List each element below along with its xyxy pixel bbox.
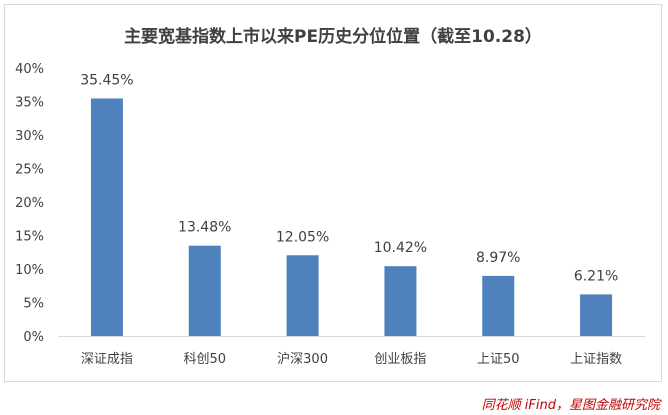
- category-label: 科创50: [183, 352, 226, 367]
- category-label: 深证成指: [81, 352, 133, 367]
- y-tick-label: 15%: [15, 230, 44, 245]
- bar-chart: 0% 5% 10% 15% 20% 25% 30% 35% 40% 35.45% 深证成指 13.48…: [15, 62, 645, 367]
- data-label: 8.97%: [476, 250, 520, 266]
- data-label: 35.45%: [80, 72, 133, 88]
- category-label: 沪深300: [277, 351, 328, 367]
- data-label: 13.48%: [178, 220, 231, 236]
- bar: [580, 294, 613, 336]
- category-label: 上证50: [477, 352, 520, 367]
- y-tick-label: 30%: [15, 129, 44, 144]
- category-label: 创业板指: [374, 352, 426, 367]
- data-label: 12.05%: [276, 229, 329, 245]
- category-label: 上证指数: [570, 352, 622, 367]
- data-label: 6.21%: [574, 268, 618, 284]
- y-tick-label: 10%: [15, 263, 44, 278]
- bar: [384, 266, 417, 336]
- y-tick-label: 20%: [15, 196, 44, 211]
- y-tick-label: 5%: [23, 297, 44, 312]
- y-tick-label: 35%: [15, 96, 44, 111]
- bar: [482, 275, 515, 336]
- chart-title: 主要宽基指数上市以来PE历史分位位置（截至10.28）: [124, 27, 542, 47]
- bar: [188, 245, 221, 336]
- y-tick-label: 25%: [15, 163, 44, 178]
- source-note: 同花顺 iFind，星图金融研究院: [481, 398, 660, 413]
- y-tick-label: 0%: [23, 330, 44, 345]
- data-label: 10.42%: [374, 240, 427, 256]
- bar: [90, 98, 123, 336]
- bar: [286, 255, 319, 336]
- y-tick-label: 40%: [15, 62, 44, 77]
